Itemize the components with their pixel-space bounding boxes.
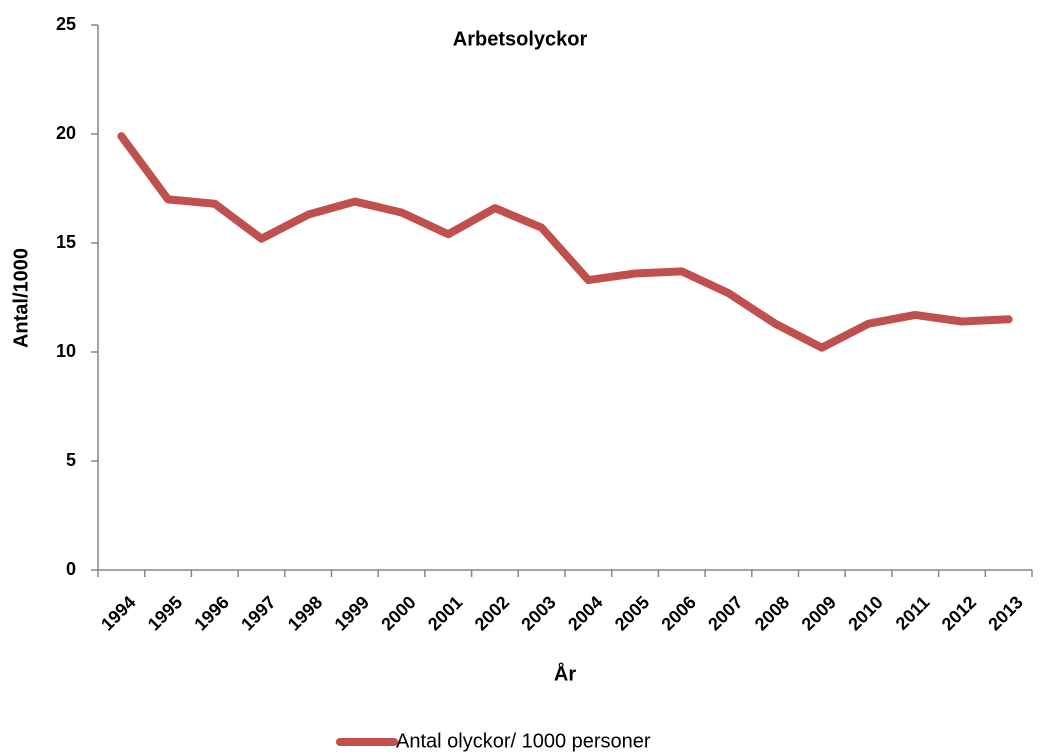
x-tick-label: 2007 — [704, 592, 746, 634]
y-tick-label: 10 — [56, 341, 76, 361]
x-tick-label: 2006 — [657, 592, 699, 634]
x-tick-label: 1995 — [144, 592, 186, 634]
x-tick-label: 1994 — [97, 592, 139, 634]
x-tick-label: 2002 — [471, 592, 513, 634]
legend-label: Antal olyckor/ 1000 personer — [396, 730, 651, 752]
x-tick-label: 2003 — [517, 592, 559, 634]
x-tick-label: 1999 — [331, 592, 373, 634]
x-tick-label: 1996 — [190, 592, 232, 634]
x-tick-label: 2008 — [751, 592, 793, 634]
x-tick-label: 1997 — [237, 592, 279, 634]
y-axis-label: Antal/1000 — [10, 248, 32, 348]
y-tick-label: 5 — [66, 450, 76, 470]
x-tick-label: 2005 — [611, 592, 653, 634]
x-tick-label: 2001 — [424, 592, 466, 634]
x-tick-label: 1998 — [284, 592, 326, 634]
x-tick-label: 2012 — [938, 592, 980, 634]
y-tick-label: 0 — [66, 559, 76, 579]
x-tick-label: 2011 — [892, 592, 934, 634]
line-series — [117, 132, 1013, 352]
chart-title: Arbetsolyckor — [453, 28, 588, 50]
x-tick-label: 2009 — [798, 592, 840, 634]
x-tick-label: 2000 — [377, 592, 419, 634]
y-tick-label: 25 — [56, 14, 76, 34]
y-tick-label: 15 — [56, 232, 76, 252]
x-tick-label: 2013 — [984, 592, 1026, 634]
x-tick-label: 2010 — [844, 592, 886, 634]
y-tick-label: 20 — [56, 123, 76, 143]
x-axis-label: År — [554, 661, 576, 685]
x-tick-label: 2004 — [564, 592, 606, 634]
